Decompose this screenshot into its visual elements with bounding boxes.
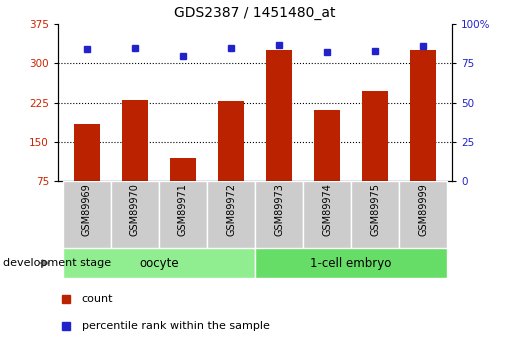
Bar <box>218 101 244 181</box>
Text: 1-cell embryo: 1-cell embryo <box>311 257 392 269</box>
Bar <box>255 181 303 248</box>
Text: GSM89971: GSM89971 <box>178 183 188 236</box>
Bar <box>122 100 148 181</box>
Bar <box>314 110 340 181</box>
Bar <box>303 181 351 248</box>
Text: GSM89999: GSM89999 <box>418 183 428 236</box>
Bar <box>74 124 100 181</box>
Bar <box>255 248 447 278</box>
Text: GSM89973: GSM89973 <box>274 183 284 236</box>
Bar <box>111 181 159 248</box>
Bar <box>410 50 436 181</box>
Text: GSM89972: GSM89972 <box>226 183 236 236</box>
Bar <box>362 91 388 181</box>
Text: GSM89974: GSM89974 <box>322 183 332 236</box>
Text: GSM89969: GSM89969 <box>82 183 92 236</box>
Text: count: count <box>82 294 113 304</box>
Bar <box>63 181 111 248</box>
Bar <box>170 158 196 181</box>
Text: GSM89975: GSM89975 <box>370 183 380 236</box>
Text: oocyte: oocyte <box>139 257 179 269</box>
Text: development stage: development stage <box>3 258 111 268</box>
Text: percentile rank within the sample: percentile rank within the sample <box>82 322 270 332</box>
Text: GSM89970: GSM89970 <box>130 183 140 236</box>
Bar <box>63 248 255 278</box>
Bar <box>159 181 207 248</box>
Bar <box>351 181 399 248</box>
Bar <box>207 181 255 248</box>
Bar <box>266 50 292 181</box>
Bar <box>399 181 447 248</box>
Title: GDS2387 / 1451480_at: GDS2387 / 1451480_at <box>174 6 336 20</box>
